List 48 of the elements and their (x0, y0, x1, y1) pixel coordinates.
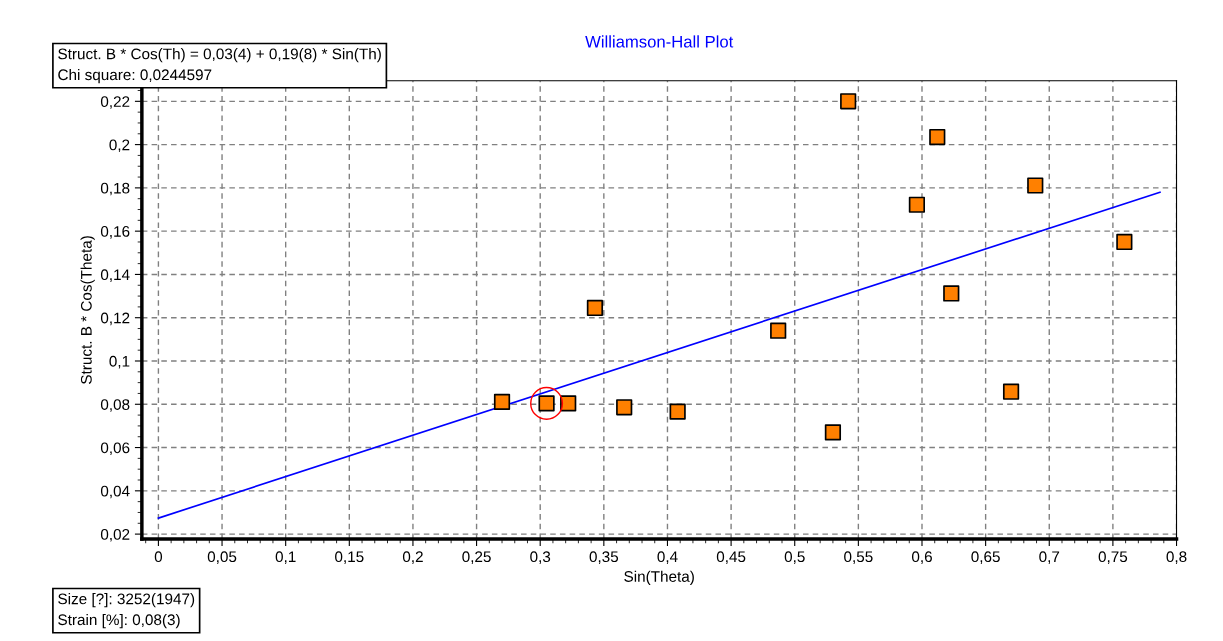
x-tick-label: 0,7 (1039, 551, 1060, 564)
y-tick-label: 0,12 (100, 312, 130, 326)
y-tick-label: 0,08 (100, 399, 130, 412)
y-tick-label: 0,16 (100, 226, 130, 239)
x-tick-label: 0,3 (530, 551, 551, 564)
x-tick-label: 0,15 (335, 551, 364, 564)
x-tick-label: 0,05 (207, 551, 237, 564)
point (669, 403, 686, 420)
point (770, 322, 787, 339)
point (824, 424, 842, 441)
x-tick-label: 0,25 (462, 551, 491, 564)
x-tick-label: 0,35 (589, 551, 619, 564)
point (840, 93, 857, 110)
x-tick-label: 0,1 (275, 551, 296, 564)
point (929, 128, 946, 146)
x-tick-label: 0,2 (402, 551, 423, 564)
x-tick-label: 0,55 (844, 551, 873, 564)
x-axis-title: Sin(Theta) (624, 570, 694, 585)
x-tick-label: 0,65 (971, 551, 1000, 564)
point (493, 393, 511, 411)
point (943, 285, 960, 302)
point (1027, 177, 1044, 194)
x-tick-label: 0,5 (784, 551, 805, 564)
point (560, 395, 577, 412)
y-tick-label: 0,2 (109, 139, 130, 153)
point (908, 196, 926, 213)
chart-title: Williamson-Hall Plot (585, 35, 734, 48)
y-tick-label: 0,1 (109, 355, 130, 369)
x-tick-label: 0,8 (1166, 551, 1187, 564)
point (586, 299, 604, 317)
annotation: Struct. B * Cos(Th) = 0,03(4) + 0,19(8) * Sin(Th) Chi square: 0,0244597 (58, 48, 381, 84)
y-tick-label: 0,06 (100, 442, 130, 456)
y-axis-title: Struct. B * Cos(Theta) (80, 236, 95, 384)
y-tick-label: 0,04 (100, 485, 130, 499)
x-tick-label: 0,75 (1098, 551, 1128, 564)
y-tick-label: 0,22 (100, 96, 130, 109)
x-tick-label: 0,6 (911, 551, 932, 564)
y-tick-label: 0,02 (100, 528, 130, 542)
x-tick-label: 0,4 (657, 551, 678, 564)
y-tick-label: 0,18 (100, 182, 130, 196)
point (1002, 383, 1020, 400)
text: Size [?]: 3252(1947) Strain [%]: 0,08(3) (58, 593, 195, 629)
point (530, 386, 564, 420)
y-tick-label: 0,14 (100, 269, 130, 282)
point (616, 399, 633, 416)
point (1116, 233, 1133, 251)
x-tick-label: 0,45 (716, 551, 746, 564)
x-tick-label: 0 (154, 551, 163, 563)
